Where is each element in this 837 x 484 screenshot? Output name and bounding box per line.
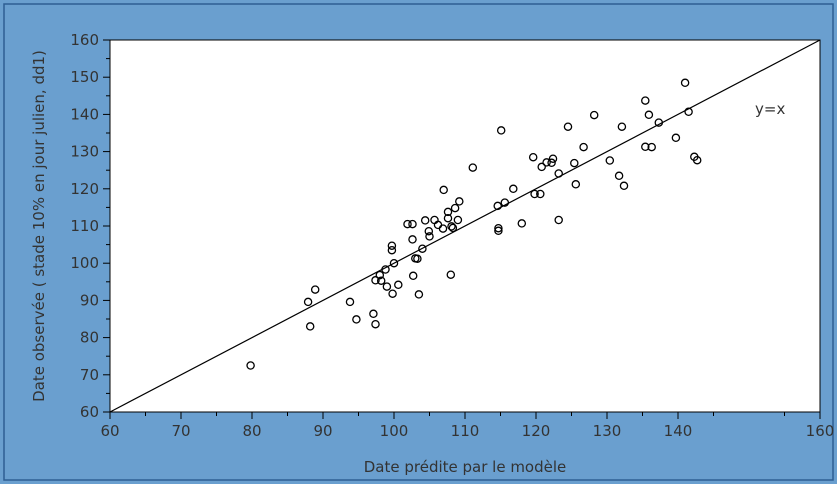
data-point <box>453 215 463 225</box>
y-tick-label: 160 <box>70 31 99 49</box>
data-point <box>447 222 456 231</box>
data-point <box>619 181 629 191</box>
figure-border <box>3 3 834 481</box>
data-point <box>536 189 545 199</box>
data-point <box>388 289 397 298</box>
data-point <box>414 290 424 299</box>
x-tick-label: 160 <box>806 422 835 440</box>
data-point <box>376 276 386 285</box>
data-point <box>403 219 412 229</box>
data-point <box>413 254 422 263</box>
y-tick-label: 90 <box>80 291 99 309</box>
reference-line-y-equals-x <box>109 39 821 413</box>
y-axis-title: Date observée ( stade 10% en jour julien… <box>30 50 48 402</box>
data-point <box>369 309 378 319</box>
x-tick-label: 80 <box>242 422 261 440</box>
y-tick-label: 80 <box>80 329 99 347</box>
data-point <box>375 270 385 280</box>
data-point <box>647 142 656 152</box>
data-point <box>614 171 624 181</box>
x-tick-label: 90 <box>313 422 332 440</box>
x-tick-label: 100 <box>380 422 409 440</box>
data-point <box>605 156 615 165</box>
data-point <box>443 213 453 223</box>
data-point <box>345 297 355 307</box>
data-point <box>589 110 599 120</box>
data-point <box>246 361 255 370</box>
data-point <box>671 133 681 143</box>
x-tick-label: 60 <box>100 422 119 440</box>
data-point <box>509 184 518 194</box>
data-point <box>680 78 690 88</box>
data-point <box>496 126 506 135</box>
data-point <box>570 158 579 168</box>
data-point <box>420 216 430 225</box>
data-point <box>418 244 427 253</box>
y-tick-label: 150 <box>70 68 99 86</box>
x-tick-label: 70 <box>171 422 190 440</box>
data-point <box>468 163 478 172</box>
data-point <box>408 219 417 229</box>
y-tick-label: 130 <box>70 143 99 161</box>
data-point <box>408 235 417 244</box>
x-tick-label: 120 <box>522 422 551 440</box>
data-point <box>382 282 392 291</box>
data-point <box>571 180 581 189</box>
x-axis-title: Date prédite par le modèle <box>364 458 567 476</box>
data-point <box>394 280 403 290</box>
data-point <box>439 185 448 195</box>
data-point <box>537 162 546 172</box>
data-point <box>547 158 556 168</box>
data-point <box>371 276 380 285</box>
data-point <box>517 219 527 228</box>
reference-line-layer <box>109 39 821 413</box>
x-tick-label: 140 <box>664 422 693 440</box>
y-tick-label: 140 <box>70 105 99 123</box>
y-tick-label: 70 <box>80 366 99 384</box>
data-point <box>305 322 315 331</box>
data-point <box>310 285 320 294</box>
data-point <box>692 155 702 165</box>
data-point <box>644 110 654 120</box>
data-point <box>528 152 538 162</box>
x-axis: 60 70 80 90 100 110 120 130 140 160 <box>100 412 834 440</box>
data-point <box>387 241 397 250</box>
data-point <box>494 226 503 236</box>
data-point <box>617 122 627 131</box>
data-point <box>389 258 399 268</box>
y-tick-label: 110 <box>70 217 99 235</box>
data-point <box>443 207 453 217</box>
x-tick-label: 130 <box>593 422 622 440</box>
data-point <box>371 319 380 329</box>
data-point <box>548 154 558 163</box>
data-point <box>387 245 397 255</box>
data-point <box>455 197 464 206</box>
data-point <box>303 297 313 307</box>
data-point <box>425 232 434 241</box>
data-point <box>446 270 456 279</box>
x-tick-label: 110 <box>451 422 480 440</box>
data-point <box>641 96 650 105</box>
data-point <box>563 122 573 131</box>
data-point <box>554 215 563 225</box>
data-point <box>438 224 448 233</box>
data-point <box>450 203 460 213</box>
data-point <box>352 315 361 324</box>
y-tick-label: 120 <box>70 180 99 198</box>
reference-line-label: y=x <box>755 100 785 118</box>
data-point <box>494 223 503 233</box>
data-point <box>448 223 458 233</box>
data-point <box>424 226 434 236</box>
data-point <box>408 271 418 281</box>
y-tick-label: 60 <box>80 403 99 421</box>
data-point <box>579 142 588 152</box>
data-point <box>641 142 650 152</box>
y-tick-label: 100 <box>70 254 99 272</box>
data-point <box>542 158 551 167</box>
data-point <box>530 189 539 199</box>
y-axis: 60 70 80 90 100 110 120 130 140 150 160 <box>70 31 110 421</box>
data-points-layer <box>246 78 702 370</box>
